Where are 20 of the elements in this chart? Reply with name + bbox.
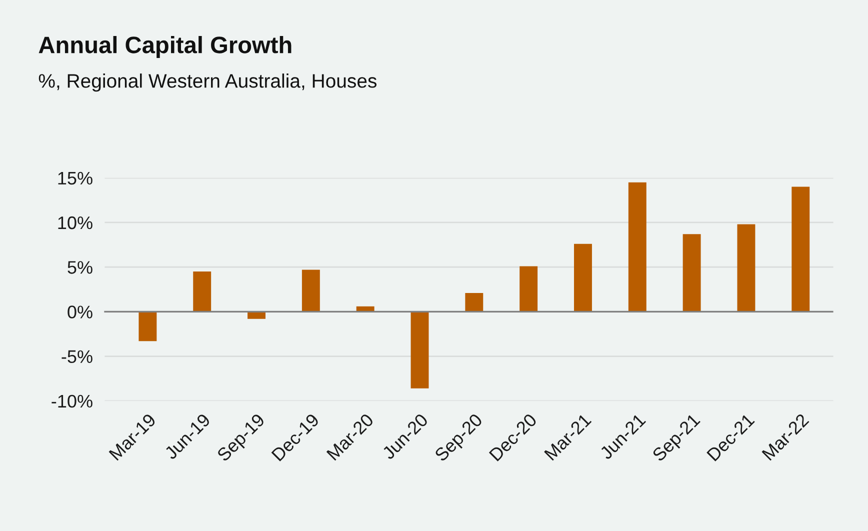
bar [574, 244, 592, 312]
y-tick-label: 10% [58, 216, 92, 230]
bar [520, 266, 538, 312]
y-tick-label: 15% [58, 172, 92, 185]
bar [792, 186, 810, 312]
y-tick-label: 5% [68, 261, 92, 274]
bar [682, 234, 701, 312]
y-tick-label: -10% [52, 394, 92, 408]
bar [737, 224, 756, 312]
bar [628, 182, 646, 312]
bar [302, 270, 320, 312]
y-tick-label: 0% [68, 306, 92, 318]
bar [138, 312, 157, 342]
bar [410, 312, 429, 388]
bar [248, 312, 266, 319]
bar [193, 272, 212, 312]
chart-subtitle: %, Regional Western Australia, Houses [38, 74, 377, 92]
chart-title: Annual Capital Growth [38, 36, 292, 58]
bar [465, 292, 484, 312]
y-tick-label: -5% [62, 350, 92, 364]
